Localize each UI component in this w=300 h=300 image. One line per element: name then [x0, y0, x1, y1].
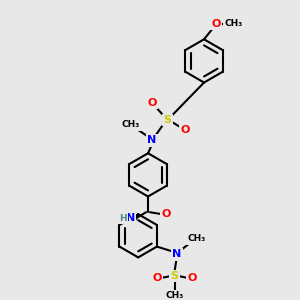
Text: O: O	[181, 125, 190, 135]
Text: S: S	[171, 271, 178, 281]
Text: CH₃: CH₃	[166, 291, 184, 300]
Text: CH₃: CH₃	[224, 19, 243, 28]
Text: O: O	[211, 19, 220, 28]
Text: S: S	[164, 115, 172, 125]
Text: O: O	[161, 209, 170, 219]
Text: O: O	[188, 273, 197, 283]
Text: CH₃: CH₃	[121, 120, 140, 129]
Text: O: O	[147, 98, 157, 108]
Text: CH₃: CH₃	[187, 234, 206, 243]
Text: O: O	[152, 273, 162, 283]
Text: N: N	[147, 136, 157, 146]
Text: N: N	[126, 213, 135, 223]
Text: N: N	[172, 250, 181, 260]
Text: H: H	[119, 214, 126, 223]
